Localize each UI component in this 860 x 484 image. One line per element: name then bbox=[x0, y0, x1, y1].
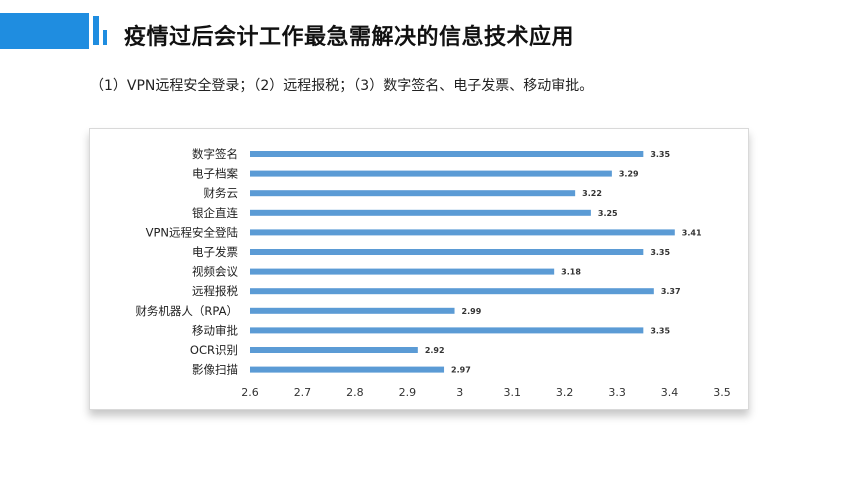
bar-chart: 数字签名 3.35 电子档案 3.29 财务云 3.22 银企直连 3.25 VPN远程安全登陆… bbox=[135, 147, 731, 399]
data-label: 3.37 bbox=[661, 287, 681, 296]
category-label: OCR识别 bbox=[190, 343, 238, 357]
category-label: 移动审批 bbox=[192, 323, 238, 337]
data-label: 3.22 bbox=[582, 189, 602, 198]
x-tick-label: 3.5 bbox=[713, 386, 731, 399]
x-tick-label: 2.6 bbox=[241, 386, 259, 399]
bar bbox=[250, 151, 644, 157]
data-label: 2.99 bbox=[462, 307, 482, 316]
x-tick-label: 2.9 bbox=[399, 386, 417, 399]
x-tick-label: 2.7 bbox=[294, 386, 312, 399]
bar bbox=[250, 229, 675, 236]
data-label: 3.35 bbox=[650, 326, 670, 335]
category-label: 数字签名 bbox=[192, 147, 238, 161]
category-label: VPN远程安全登陆 bbox=[146, 225, 238, 239]
bar bbox=[250, 366, 445, 373]
data-label: 3.29 bbox=[619, 170, 639, 179]
x-tick-label: 3.4 bbox=[661, 386, 679, 399]
data-label: 3.35 bbox=[650, 150, 670, 159]
bar bbox=[250, 347, 418, 353]
category-label: 远程报税 bbox=[192, 284, 238, 298]
bar-chart-frame: 数字签名 3.35 电子档案 3.29 财务云 3.22 银企直连 3.25 VPN远程安全登陆… bbox=[89, 128, 749, 410]
bar bbox=[250, 327, 644, 334]
bar bbox=[250, 190, 576, 197]
bar bbox=[250, 268, 555, 275]
data-label: 3.35 bbox=[650, 248, 670, 257]
bar bbox=[250, 170, 612, 177]
data-label: 2.97 bbox=[451, 366, 471, 375]
category-label: 影像扫描 bbox=[192, 363, 238, 377]
bar bbox=[250, 307, 455, 314]
data-label: 3.41 bbox=[682, 228, 702, 237]
x-tick-label: 3.2 bbox=[556, 386, 574, 399]
header-accent-bar-short bbox=[103, 30, 107, 45]
x-tick-label: 3 bbox=[456, 386, 463, 399]
x-tick-label: 2.8 bbox=[346, 386, 364, 399]
bar bbox=[250, 209, 591, 216]
category-label: 电子发票 bbox=[192, 245, 238, 259]
category-label: 电子档案 bbox=[192, 167, 238, 181]
x-tick-label: 3.3 bbox=[608, 386, 626, 399]
category-label: 财务机器人（RPA） bbox=[135, 304, 238, 318]
header-accent-block bbox=[0, 13, 89, 49]
data-label: 3.25 bbox=[598, 209, 618, 218]
x-tick-label: 3.1 bbox=[503, 386, 521, 399]
header-accent-bar bbox=[93, 16, 99, 45]
data-label: 2.92 bbox=[425, 346, 445, 355]
data-label: 3.18 bbox=[561, 268, 581, 277]
bar bbox=[250, 249, 644, 255]
subtitle-text: （1）VPN远程安全登录；（2）远程报税；（3）数字签名、电子发票、移动审批。 bbox=[90, 78, 594, 94]
category-label: 银企直连 bbox=[192, 206, 238, 220]
bar bbox=[250, 288, 654, 295]
page-title: 疫情过后会计工作最急需解决的信息技术应用 bbox=[124, 25, 575, 50]
category-label: 财务云 bbox=[204, 186, 239, 200]
category-label: 视频会议 bbox=[192, 265, 238, 279]
